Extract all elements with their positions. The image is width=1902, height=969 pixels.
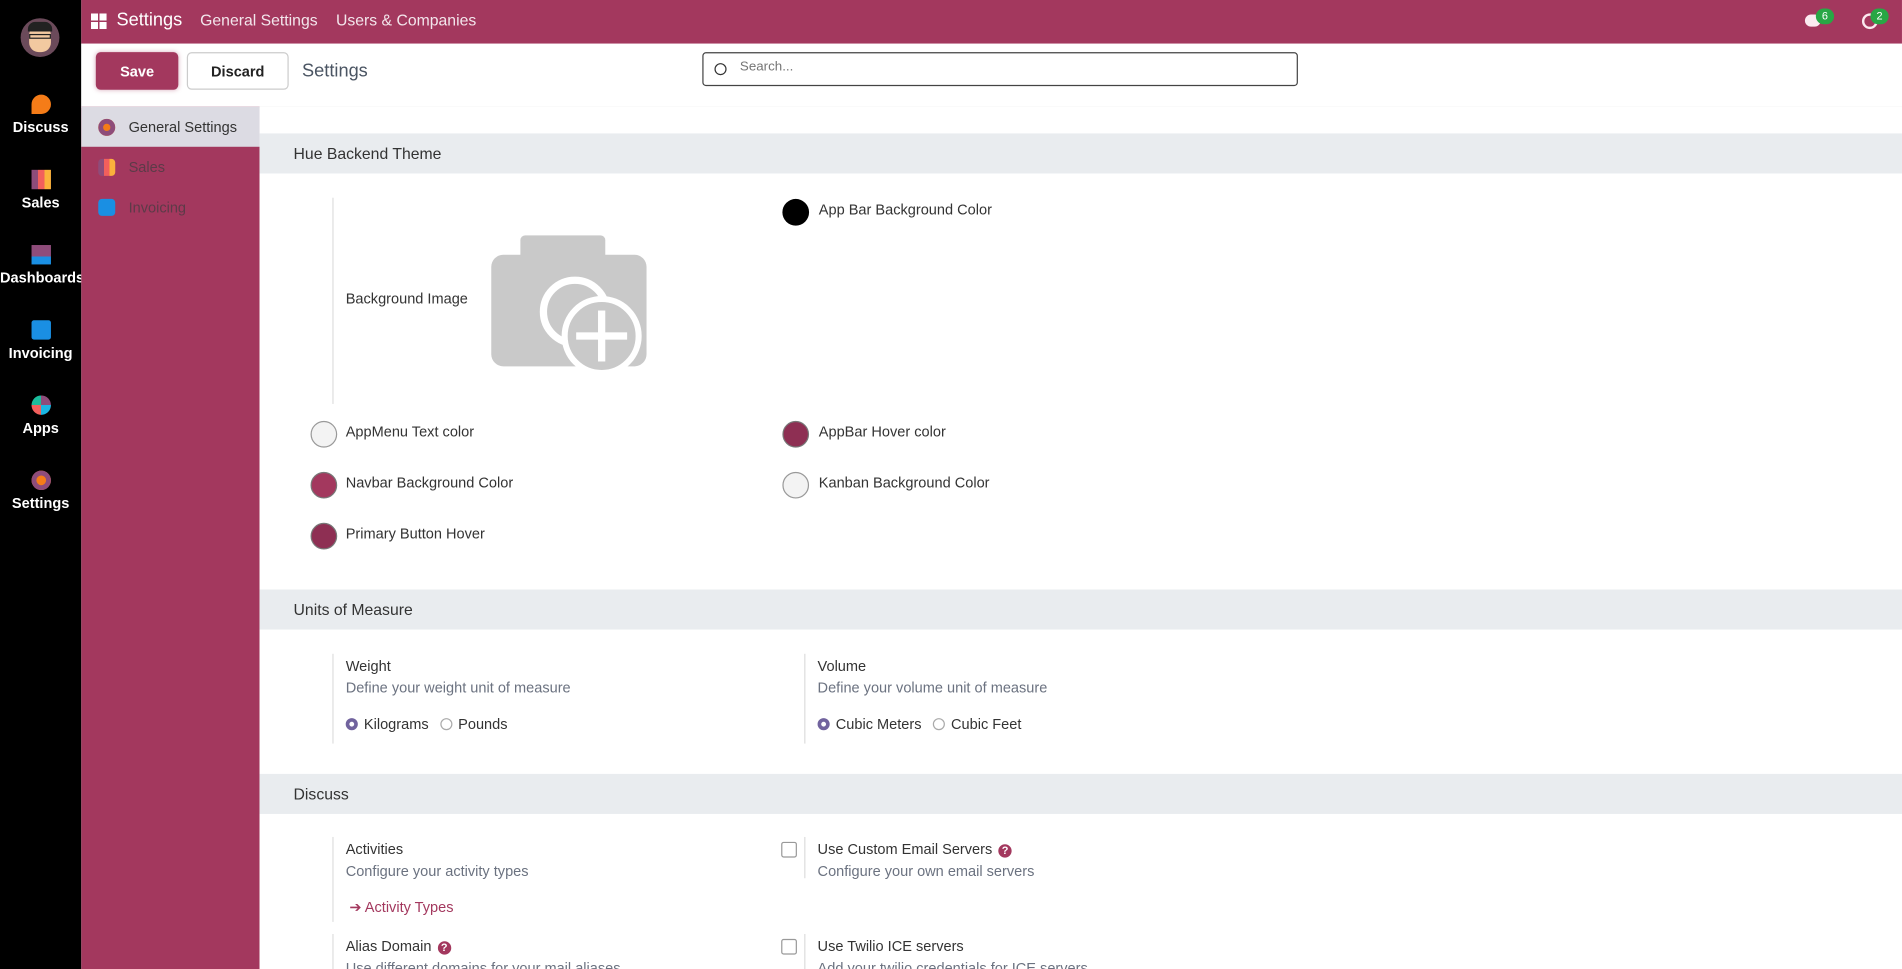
custom-email-checkbox[interactable] [781, 841, 797, 858]
app-title[interactable]: Settings [116, 9, 183, 31]
sidebar-item-general-settings[interactable]: General Settings [81, 106, 260, 147]
color-swatch[interactable] [782, 471, 810, 499]
app-apps[interactable]: Apps [0, 395, 81, 437]
twilio-label: Use Twilio ICE servers [817, 937, 964, 955]
weight-desc: Define your weight unit of measure [345, 679, 571, 697]
activities-desc: Configure your activity types [345, 862, 529, 880]
color-label: Navbar Background Color [345, 474, 514, 492]
color-label: AppBar Hover color [818, 423, 946, 441]
radio-pounds[interactable]: Pounds [439, 716, 508, 733]
breadcrumb: Settings [302, 60, 368, 82]
radio-cubic-meters[interactable]: Cubic Meters [817, 716, 922, 733]
volume-desc: Define your volume unit of measure [817, 679, 1048, 697]
section-header: Hue Backend Theme [259, 133, 1902, 174]
app-dashboards[interactable]: Dashboards [0, 245, 84, 286]
sales-icon [30, 169, 51, 190]
app-sidebar: Discuss Sales Dashboards Invoicing Apps … [0, 0, 84, 969]
activities-badge: 2 [1870, 8, 1889, 25]
app-sales[interactable]: Sales [0, 169, 81, 211]
menu-users-companies[interactable]: Users & Companies [336, 10, 477, 30]
custom-email-desc: Configure your own email servers [817, 862, 1035, 880]
dashboards-icon [30, 245, 51, 265]
alias-domain-label: Alias Domain? [346, 938, 451, 955]
color-label: App Bar Background Color [818, 201, 992, 219]
alias-domain-desc: Use different domains for your mail alia… [345, 959, 621, 969]
search-box[interactable] [702, 52, 1298, 87]
top-navbar: Settings General Settings Users & Compan… [81, 0, 1902, 44]
sales-icon [98, 158, 116, 176]
section-header: Units of Measure [259, 589, 1902, 630]
color-swatch[interactable] [310, 420, 338, 448]
color-swatch[interactable] [310, 471, 338, 499]
color-swatch[interactable] [782, 198, 810, 226]
radio-kilograms[interactable]: Kilograms [345, 716, 429, 733]
arrow-right-icon: ➔ [349, 898, 365, 916]
app-invoicing[interactable]: Invoicing [0, 320, 81, 361]
settings-icon [98, 118, 116, 136]
color-swatch[interactable] [310, 522, 338, 550]
apps-icon [30, 395, 51, 415]
save-button[interactable]: Save [95, 52, 179, 90]
invoicing-icon [98, 198, 116, 216]
avatar[interactable] [20, 18, 60, 58]
background-image-label: Background Image [345, 289, 468, 307]
control-panel: Save Discard Settings [81, 43, 1902, 108]
app-discuss[interactable]: Discuss [0, 94, 81, 136]
camera-upload-icon[interactable] [491, 235, 649, 377]
weight-options: Kilograms Pounds [345, 716, 508, 733]
settings-content: Hue Backend Theme Background Image App B… [259, 106, 1902, 969]
settings-icon [30, 470, 51, 491]
color-label: Primary Button Hover [345, 525, 485, 543]
twilio-desc: Add your twilio credentials for ICE serv… [817, 959, 1088, 969]
search-icon [714, 63, 727, 76]
radio-cubic-feet[interactable]: Cubic Feet [932, 716, 1021, 733]
volume-options: Cubic Meters Cubic Feet [817, 716, 1021, 733]
help-icon[interactable]: ? [998, 844, 1012, 858]
color-label: Kanban Background Color [818, 474, 990, 492]
sidebar-item-invoicing[interactable]: Invoicing [81, 187, 259, 227]
discard-button[interactable]: Discard [186, 52, 289, 90]
section-header: Discuss [259, 773, 1902, 814]
app-settings[interactable]: Settings [0, 470, 81, 512]
discuss-icon [30, 94, 51, 115]
help-icon[interactable]: ? [437, 941, 451, 955]
sidebar-item-sales[interactable]: Sales [81, 147, 259, 187]
activity-types-link[interactable]: ➔ Activity Types [349, 898, 454, 916]
settings-sidebar: General Settings Sales Invoicing [81, 106, 260, 969]
color-label: AppMenu Text color [345, 423, 475, 441]
invoicing-icon [30, 320, 51, 340]
volume-label: Volume [817, 657, 867, 675]
custom-email-label: Use Custom Email Servers? [818, 841, 1012, 858]
menu-general-settings[interactable]: General Settings [200, 10, 318, 30]
weight-label: Weight [345, 657, 391, 675]
activities-label: Activities [345, 840, 404, 858]
twilio-checkbox[interactable] [781, 938, 797, 955]
search-input[interactable] [737, 58, 1277, 76]
messages-badge: 6 [1815, 8, 1835, 25]
app-menu-icon[interactable] [90, 13, 107, 30]
color-swatch[interactable] [782, 420, 810, 448]
